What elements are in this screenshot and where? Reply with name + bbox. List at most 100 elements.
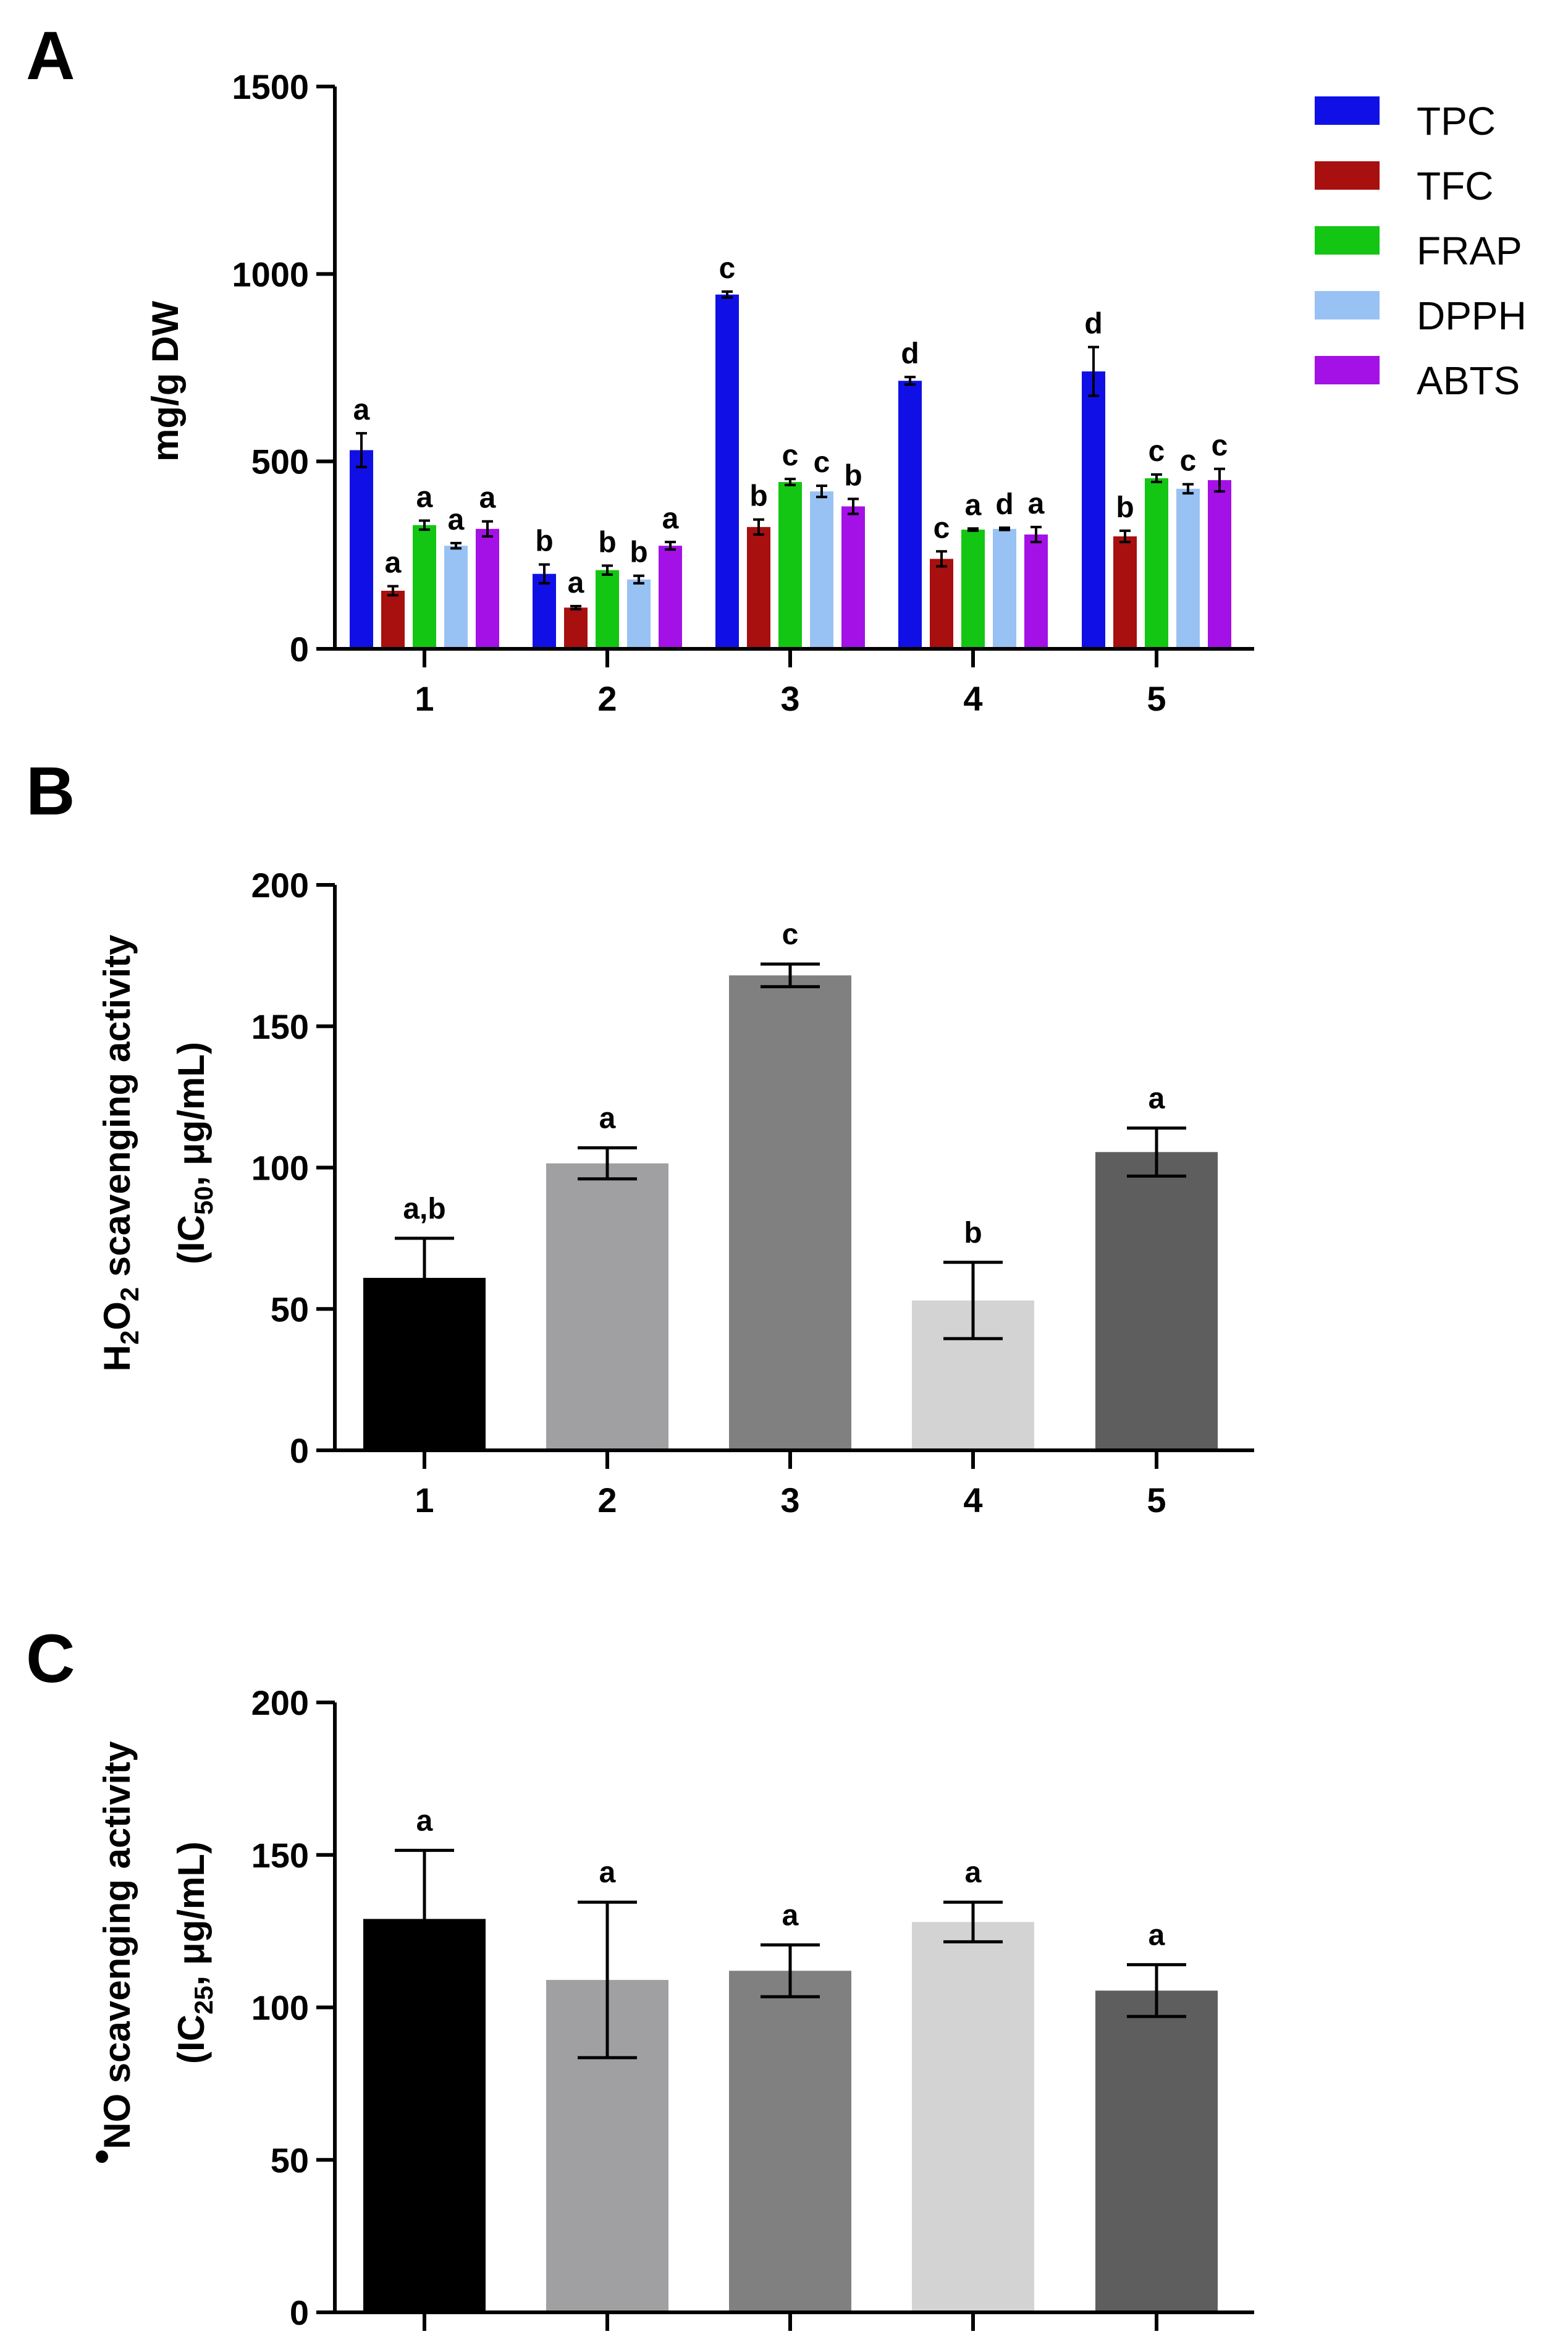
significance-letter: d — [1084, 308, 1102, 340]
x-tick-label: 4 — [963, 679, 982, 718]
bar-frap — [413, 525, 436, 649]
x-tick-label: 3 — [780, 679, 799, 718]
x-tick-label: 1 — [415, 679, 434, 718]
panel-b-ylabel-2: (IC50, μg/mL) — [171, 1042, 218, 1264]
panel-b-ylabel-sub-2b: 2 — [115, 1287, 144, 1301]
y-tick-label: 0 — [290, 2293, 309, 2332]
panel-b-x-ticks: 1 2 3 4 5 — [415, 1450, 1166, 1520]
bar-dpph — [1176, 488, 1200, 649]
panel-b-ylabel-o: O — [96, 1301, 138, 1330]
bar-abts — [1208, 480, 1231, 649]
legend-swatch-frap — [1315, 226, 1380, 255]
panel-b-ylabel-rest: scavenging activity — [96, 934, 138, 1287]
panel-c-bars — [363, 1919, 1218, 2312]
panel-b-ylabel-line-1: H2O2 scavenging activity — [96, 934, 144, 1372]
legend-swatch-dpph — [1315, 291, 1380, 319]
panel-c-ylabel-dot: • — [77, 2149, 125, 2165]
significance-letter: a — [1149, 1919, 1165, 1951]
legend-label-tfc: TFC — [1417, 164, 1493, 208]
panel-b-error-bars — [395, 962, 1186, 1340]
panel-c-ylabel-sub-25: 25 — [189, 1985, 218, 2014]
panel-b-ylabel-line-2: (IC50, μg/mL) — [171, 1042, 218, 1264]
bar-tfc — [1113, 536, 1137, 649]
bar-dpph — [993, 528, 1016, 649]
significance-letter: a — [416, 481, 433, 514]
bar-dpph — [444, 546, 468, 649]
bar-sample-5 — [1095, 1152, 1218, 1450]
legend-swatch-tfc — [1315, 161, 1380, 190]
panel-b-ylabel-sub-2a: 2 — [115, 1330, 144, 1345]
significance-letter: c — [814, 446, 830, 479]
y-tick-label: 0 — [290, 1431, 309, 1470]
panel-c-error-bars — [395, 1848, 1186, 2060]
bar-frap — [596, 570, 619, 649]
panel-b-bars — [363, 975, 1218, 1450]
x-tick-label: 4 — [963, 1481, 982, 1520]
y-tick-label: 150 — [251, 1836, 309, 1875]
significance-letter: a — [599, 1856, 616, 1889]
panel-c-ylabel-2: (IC25, μg/mL) — [171, 1841, 218, 2064]
bar-tfc — [381, 590, 405, 649]
significance-letter: c — [934, 512, 950, 544]
significance-letter: c — [782, 918, 799, 951]
significance-letter: b — [598, 526, 616, 559]
panel-c-ylabel-line-2: (IC25, μg/mL) — [171, 1841, 218, 2064]
panel-b-y-ticks: 0 50 100 150 200 — [251, 866, 335, 1470]
significance-letter: a — [965, 1856, 982, 1889]
y-tick-label: 150 — [251, 1007, 309, 1046]
significance-letter: a — [448, 504, 465, 536]
significance-letter: d — [995, 488, 1013, 521]
bar-sample-3 — [729, 975, 851, 1450]
bar-sample-5 — [1095, 1990, 1218, 2312]
panel-a-x-ticks: 1 2 3 4 5 — [415, 649, 1166, 718]
significance-letter: d — [901, 337, 919, 370]
bar-tpc — [715, 294, 739, 649]
significance-letter: c — [1149, 435, 1165, 468]
significance-letter: c — [1212, 429, 1228, 462]
y-tick-label: 0 — [290, 630, 309, 669]
significance-letter: a — [353, 394, 370, 426]
bar-tfc — [564, 607, 588, 649]
x-tick-label: 3 — [780, 1481, 799, 1520]
panel-c-ylabel-unit: , μg/mL) — [171, 1841, 212, 1985]
bar-sample-2 — [546, 1163, 668, 1450]
bar-tfc — [747, 526, 770, 649]
bar-dpph — [627, 579, 651, 649]
significance-letter: a — [385, 547, 402, 580]
significance-letter: a — [479, 482, 496, 515]
panel-c-ylabel-ic: (IC — [171, 2014, 212, 2064]
panel-a-legend: TPC TFC FRAP DPPH ABTS — [1315, 96, 1527, 403]
bar-frap — [1145, 478, 1168, 649]
bar-frap — [778, 482, 802, 649]
bar-frap — [961, 530, 985, 649]
significance-letter: a — [568, 567, 584, 599]
significance-letter: b — [844, 459, 862, 492]
bar-abts — [1024, 534, 1048, 649]
panel-a-letter: A — [26, 18, 75, 94]
bar-abts — [476, 528, 499, 649]
significance-letter: b — [964, 1217, 982, 1249]
significance-letter: a — [1149, 1082, 1165, 1115]
bar-sample-3 — [729, 1971, 851, 2312]
panel-c-ylabel-line-1: •NO scavenging activity — [77, 1741, 138, 2164]
legend-label-dpph: DPPH — [1417, 294, 1527, 338]
y-tick-label: 200 — [251, 866, 309, 905]
bar-tpc — [898, 381, 922, 649]
panel-b: B H2O2 scavenging activity (IC50, μg/mL)… — [26, 753, 1254, 1520]
y-tick-label: 200 — [251, 1683, 309, 1722]
significance-letter: a — [965, 489, 982, 522]
x-tick-label: 5 — [1147, 1481, 1166, 1520]
bar-abts — [841, 506, 865, 649]
significance-letter: b — [1116, 491, 1134, 524]
panel-a-ylabel: mg/g DW — [145, 301, 186, 462]
legend-label-tpc: TPC — [1417, 99, 1496, 143]
panel-a-bars — [350, 294, 1231, 649]
y-tick-label: 1500 — [232, 67, 309, 106]
significance-letter: b — [630, 536, 647, 569]
y-tick-label: 100 — [251, 1989, 309, 2027]
panel-a-y-ticks: 0 500 1000 1500 — [232, 67, 335, 669]
panel-c-significance-letters: a a a a a — [416, 1804, 1165, 1951]
panel-c-ylabel-rest: NO scavenging activity — [96, 1741, 138, 2149]
